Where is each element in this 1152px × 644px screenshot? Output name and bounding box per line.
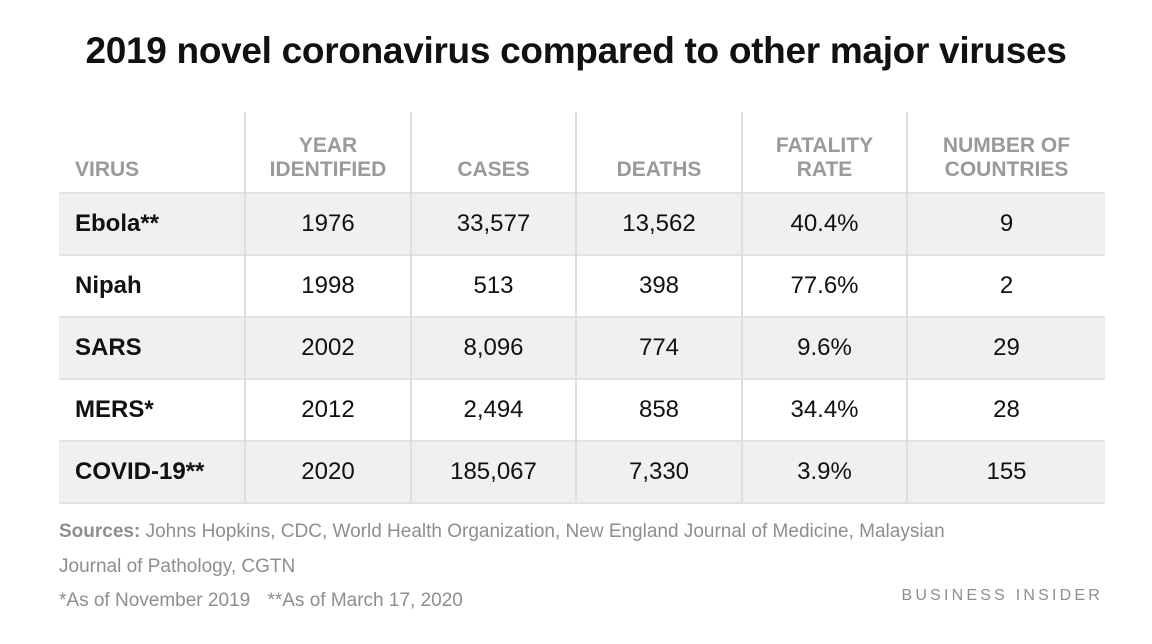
cell-cases: 8,096: [410, 316, 576, 379]
cell-virus: Nipah: [59, 254, 245, 317]
cell-deaths: 398: [575, 254, 742, 317]
column-header-cases: CASES: [410, 112, 576, 193]
column-header-line: DEATHS: [616, 158, 702, 181]
column-header-line: RATE: [796, 158, 853, 181]
cell-virus: Ebola**: [59, 192, 245, 255]
column-header-line: NUMBER OF: [942, 134, 1071, 157]
chart-title: 2019 novel coronavirus compared to other…: [85, 30, 1067, 71]
sources-note: Sources: Johns Hopkins, CDC, World Healt…: [59, 514, 959, 584]
column-header-line: YEAR: [298, 134, 358, 157]
table-header-row: VIRUS YEAR IDENTIFIED CASES DEATHS FATALITY RA…: [59, 112, 1105, 193]
column-header-line: COUNTRIES: [944, 158, 1069, 181]
cell-virus: SARS: [59, 316, 245, 379]
cell-deaths: 7,330: [575, 440, 742, 504]
cell-fatality: 34.4%: [741, 378, 907, 441]
table-row: Ebola** 1976 33,577 13,562 40.4% 9: [59, 192, 1105, 255]
column-header-line: FATALITY: [775, 134, 874, 157]
cell-fatality: 40.4%: [741, 192, 907, 255]
footnote-march: **As of March 17, 2020: [267, 590, 463, 611]
column-header-virus: VIRUS: [59, 112, 245, 193]
sources-text: Johns Hopkins, CDC, World Health Organiz…: [59, 521, 945, 577]
column-header-fatality: FATALITY RATE: [741, 112, 907, 193]
cell-fatality: 9.6%: [741, 316, 907, 379]
cell-year: 1976: [244, 192, 411, 255]
column-header-line: IDENTIFIED: [269, 158, 387, 181]
table-row: MERS* 2012 2,494 858 34.4% 28: [59, 378, 1105, 441]
column-header-line: CASES: [457, 158, 530, 181]
footnotes: *As of November 2019 **As of March 17, 2…: [59, 590, 463, 612]
cell-deaths: 858: [575, 378, 742, 441]
cell-cases: 513: [410, 254, 576, 317]
cell-cases: 33,577: [410, 192, 576, 255]
cell-year: 2012: [244, 378, 411, 441]
table-row: COVID-19** 2020 185,067 7,330 3.9% 155: [59, 440, 1105, 504]
cell-year: 1998: [244, 254, 411, 317]
column-header-deaths: DEATHS: [575, 112, 742, 193]
cell-virus: COVID-19**: [59, 440, 245, 504]
cell-deaths: 774: [575, 316, 742, 379]
sources-label: Sources:: [59, 521, 141, 542]
cell-countries: 155: [906, 440, 1105, 504]
cell-deaths: 13,562: [575, 192, 742, 255]
cell-countries: 29: [906, 316, 1105, 379]
cell-virus: MERS*: [59, 378, 245, 441]
cell-fatality: 3.9%: [741, 440, 907, 504]
column-header-line: VIRUS: [75, 158, 140, 181]
virus-comparison-table: VIRUS YEAR IDENTIFIED CASES DEATHS FATALITY RA…: [59, 112, 1105, 504]
table-row: Nipah 1998 513 398 77.6% 2: [59, 254, 1105, 317]
column-header-year: YEAR IDENTIFIED: [244, 112, 411, 193]
table-body: Ebola** 1976 33,577 13,562 40.4% 9 Nipah 1998 51…: [59, 192, 1105, 504]
table-row: SARS 2002 8,096 774 9.6% 29: [59, 316, 1105, 379]
cell-cases: 185,067: [410, 440, 576, 504]
cell-year: 2002: [244, 316, 411, 379]
column-header-countries: NUMBER OF COUNTRIES: [906, 112, 1105, 193]
footnote-november: *As of November 2019: [59, 590, 251, 611]
cell-year: 2020: [244, 440, 411, 504]
cell-countries: 2: [906, 254, 1105, 317]
cell-countries: 9: [906, 192, 1105, 255]
cell-countries: 28: [906, 378, 1105, 441]
cell-cases: 2,494: [410, 378, 576, 441]
cell-fatality: 77.6%: [741, 254, 907, 317]
brand-logo: BUSINESS INSIDER: [901, 587, 1103, 604]
